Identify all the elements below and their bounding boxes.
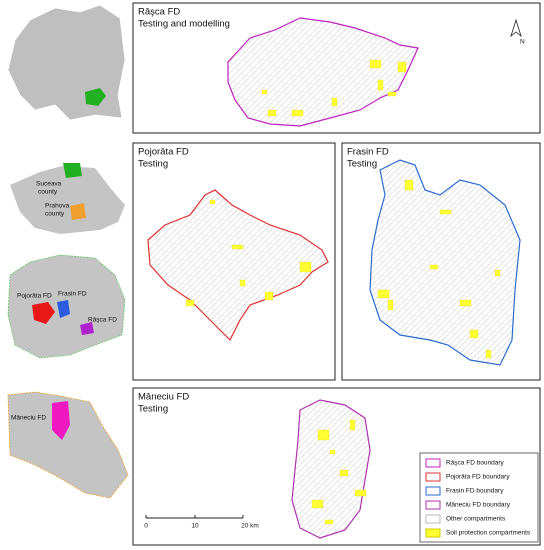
soil-patch — [264, 291, 274, 301]
soil-patch — [459, 299, 472, 307]
panel-title: Frasin FD — [347, 147, 389, 158]
scale-label: 0 — [144, 523, 148, 530]
panel-frame — [132, 387, 541, 546]
inset-label: Râşca FD — [88, 317, 117, 324]
north-arrow: N — [510, 18, 525, 46]
soil-patch — [339, 469, 349, 477]
maneciu-boundary — [291, 399, 371, 539]
inset-label: Mâneciu FD — [11, 415, 46, 422]
soil-patch — [387, 299, 394, 311]
soil-patch — [231, 244, 244, 250]
inset-label: Prahova — [45, 203, 70, 210]
legend-label: Pojorâta FD boundary — [446, 474, 510, 481]
europe-inset — [7, 4, 126, 121]
legend-label: Mâneciu FD boundary — [446, 502, 511, 509]
panel-subtitle: Testing — [138, 159, 168, 170]
legend-label: Râşca FD boundary — [446, 460, 505, 467]
soil-patch — [387, 91, 397, 97]
soil-patch — [429, 264, 439, 270]
scale-bar: 0 10 20 km — [144, 515, 259, 530]
panel-title: Mâneciu FD — [138, 392, 189, 403]
north-label: N — [520, 39, 525, 46]
soil-patch — [267, 109, 277, 117]
soil-patch — [494, 269, 501, 277]
panel-subtitle: Testing and modelling — [138, 19, 230, 30]
soil-patch — [185, 299, 195, 307]
soil-patch — [299, 261, 312, 273]
legend-label: Other compartments — [446, 516, 506, 523]
panel-title: Râşca FD — [138, 7, 180, 18]
soil-patch — [349, 419, 356, 431]
scale-label: 10 — [191, 523, 199, 530]
soil-patch — [485, 349, 492, 359]
soil-patch — [291, 109, 304, 117]
soil-patch — [397, 61, 407, 73]
soil-patch — [239, 279, 246, 287]
suceava-inset: Pojorâta FD Frasin FD Râşca FD — [7, 254, 126, 359]
soil-patch — [404, 179, 414, 191]
inset-label: Suceava — [36, 181, 62, 188]
soil-patch — [261, 89, 268, 95]
panel-subtitle: Testing — [347, 159, 377, 170]
soil-patch — [331, 97, 338, 107]
panel-frame — [132, 2, 541, 134]
panel-frame — [341, 142, 541, 381]
soil-patch — [369, 59, 382, 69]
rasca-boundary — [227, 17, 419, 127]
panel-subtitle: Testing — [138, 404, 168, 415]
prahova-inset: Mâneciu FD — [7, 391, 129, 499]
panel-title: Pojorâta FD — [138, 147, 189, 158]
scale-label: 20 km — [241, 523, 259, 530]
soil-patch — [209, 199, 216, 205]
inset-label: county — [45, 211, 65, 218]
romania-inset: Suceava county Prahova county — [10, 163, 125, 234]
soil-patch — [354, 489, 367, 497]
soil-patch — [317, 429, 330, 441]
legend: Râşca FD boundary Pojorâta FD boundary F… — [419, 452, 539, 543]
legend-label: Soil protection compartments — [446, 530, 531, 537]
soil-patch — [377, 289, 390, 299]
soil-patch — [324, 519, 334, 525]
inset-label: Frasin FD — [58, 291, 87, 298]
frasin-boundary — [369, 159, 521, 366]
inset-label: Pojorâta FD — [17, 293, 52, 300]
soil-patch — [329, 449, 336, 455]
inset-label: county — [38, 189, 58, 196]
panel-frame — [132, 142, 336, 381]
soil-patch — [469, 329, 479, 339]
legend-label: Frasin FD boundary — [446, 488, 504, 495]
soil-patch — [439, 209, 452, 215]
soil-protection-patches — [185, 59, 501, 525]
soil-patch — [311, 499, 324, 509]
soil-patch — [377, 79, 384, 91]
